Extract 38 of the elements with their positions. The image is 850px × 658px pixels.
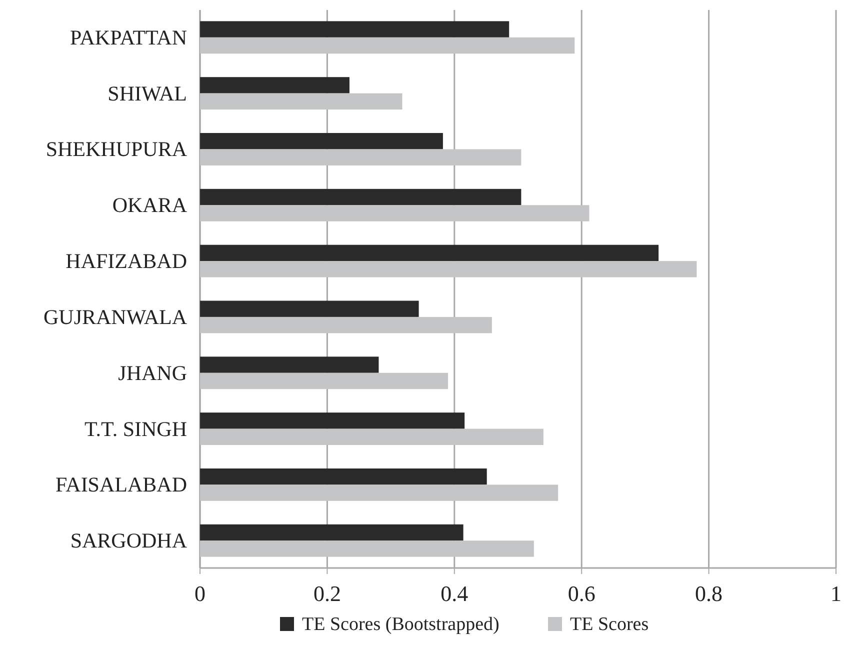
y-tick-label: HAFIZABAD [66, 249, 187, 274]
legend-label: TE Scores (Bootstrapped) [302, 614, 500, 635]
bar [200, 261, 697, 278]
y-tick-label: JHANG [118, 360, 187, 385]
bar [200, 524, 464, 541]
y-tick-label: PAKPATTAN [70, 25, 187, 50]
bar [200, 205, 590, 222]
bar [200, 300, 419, 317]
bar [200, 540, 534, 557]
y-tick-label: GUJRANWALA [44, 304, 188, 329]
y-tick-label: FAISALABAD [56, 472, 187, 497]
bar [200, 468, 487, 485]
x-tick-label: 0.8 [695, 581, 723, 606]
x-tick-label: 0 [194, 581, 206, 606]
y-tick-label: SHEKHUPURA [46, 137, 188, 162]
bar [200, 149, 522, 166]
x-tick-label: 0.2 [313, 581, 341, 606]
bar [200, 244, 659, 262]
bar [200, 93, 402, 110]
bar [200, 133, 443, 150]
bar [200, 356, 379, 373]
x-tick-label: 0.6 [568, 581, 596, 606]
bar [200, 412, 465, 429]
bar [200, 372, 448, 390]
y-tick-label: T.T. SINGH [84, 416, 187, 441]
bar [200, 484, 558, 501]
bar [200, 316, 492, 334]
x-tick-label: 1 [830, 581, 842, 606]
y-tick-label: OKARA [112, 193, 188, 218]
bar [200, 77, 350, 94]
bar [200, 21, 510, 38]
y-tick-label: SARGODHA [70, 528, 188, 553]
legend-label: TE Scores [570, 614, 649, 635]
bar [200, 188, 522, 206]
x-tick-label: 0.4 [440, 581, 468, 606]
bar [200, 428, 544, 445]
y-tick-label: SHIWAL [108, 81, 187, 106]
bar [200, 37, 575, 54]
